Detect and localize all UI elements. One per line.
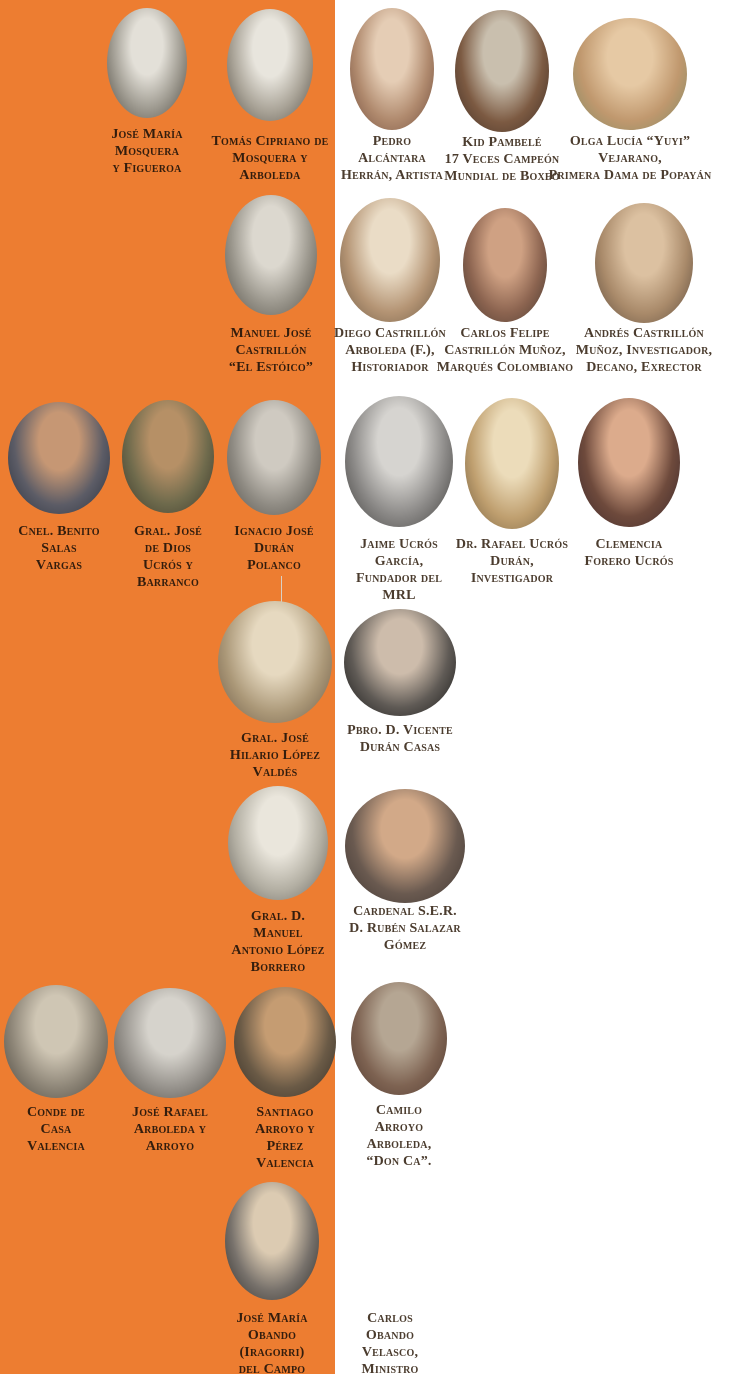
person-rafael-ucros-duran: Dr. Rafael Ucrós Durán, Investigador (437, 398, 587, 587)
portrait-pedro-alcantara-herran (350, 8, 434, 130)
person-jose-maria-mosquera-figueroa: José María Mosquera y Figueroa (82, 8, 212, 177)
portrait-olga-lucia-vejarano (573, 18, 687, 130)
person-camilo-arroyo-arboleda: Camilo Arroyo Arboleda, “Don Ca”. (339, 982, 459, 1170)
person-manuel-antonio-lopez-borrero: Gral. D. Manuel Antonio López Borrero (213, 786, 343, 976)
portrait-kid-pambele (455, 10, 549, 132)
person-santiago-arroyo-perez-valencia: Santiago Arroyo y Pérez Valencia (230, 987, 340, 1172)
person-olga-lucia-vejarano: Olga Lucía “Yuyi” Vejarano, Primera Dama… (528, 18, 732, 184)
person-diego-castrillon-arboleda: Diego Castrillón Arboleda (F.), Historia… (315, 198, 465, 376)
person-caption: Clemencia Forero Ucrós (584, 537, 674, 569)
portrait-clemencia-forero-ucros (578, 398, 680, 527)
person-conde-de-casa-valencia: Conde de Casa Valencia (0, 985, 112, 1155)
person-benito-salas-vargas: Cnel. Benito Salas Vargas (0, 402, 118, 574)
portrait-jose-rafael-arboleda-arroyo (114, 988, 226, 1098)
person-caption: Manuel José Castrillón “El Estóico” (228, 326, 314, 375)
person-clemencia-forero-ucros: Clemencia Forero Ucrós (559, 398, 699, 570)
portrait-jose-maria-obando-iragorri (225, 1182, 319, 1300)
portrait-carlos-felipe-castrillon-munoz (463, 208, 547, 322)
person-manuel-jose-castrillon: Manuel José Castrillón “El Estóico” (206, 195, 336, 376)
portrait-manuel-jose-castrillon (225, 195, 317, 315)
portrait-vicente-duran-casas (344, 609, 456, 716)
person-carlos-obando-velasco: Carlos Obando Velasco, Ministro (335, 1310, 445, 1378)
portrait-jose-hilario-lopez-valdes (218, 601, 332, 723)
portrait-ruben-salazar-gomez (345, 789, 465, 903)
person-caption: Diego Castrillón Arboleda (F.), Historia… (334, 326, 446, 375)
person-caption: Cnel. Benito Salas Vargas (18, 524, 100, 573)
person-carlos-felipe-castrillon-munoz: Carlos Felipe Castrillón Muñoz, Marqués … (420, 208, 590, 376)
person-caption: Camilo Arroyo Arboleda, “Don Ca”. (366, 1103, 432, 1169)
portrait-ignacio-jose-duran-polanco (227, 400, 321, 515)
portrait-conde-de-casa-valencia (4, 985, 108, 1098)
person-caption: José María Obando (Iragorri) del Campo (236, 1311, 308, 1377)
person-caption: Pedro Alcántara Herrán, Artista (341, 134, 443, 183)
portrait-tomas-cipriano-mosquera-arboleda (227, 9, 313, 121)
person-caption: José Rafael Arboleda y Arroyo (132, 1105, 208, 1154)
portrait-andres-castrillon-munoz (595, 203, 693, 323)
person-caption: Andrés Castrillón Muñoz, Investigador, D… (575, 326, 713, 375)
person-caption: Olga Lucía “Yuyi” Vejarano, Primera Dama… (548, 134, 712, 183)
person-caption: Santiago Arroyo y Pérez Valencia (255, 1105, 315, 1171)
person-caption: Gral. D. Manuel Antonio López Borrero (231, 909, 325, 975)
person-caption: Ignacio José Durán Polanco (234, 524, 314, 573)
person-caption: Tomás Cipriano de Mosquera y Arboleda (211, 134, 329, 183)
portrait-jose-maria-mosquera-figueroa (107, 8, 187, 118)
person-jose-de-dios-ucros-barranco: Gral. José de Dios Ucrós y Barranco (113, 400, 223, 591)
person-vicente-duran-casas: Pbro. D. Vicente Durán Casas (325, 609, 475, 756)
portrait-benito-salas-vargas (8, 402, 110, 514)
person-jose-maria-obando-iragorri: José María Obando (Iragorri) del Campo (212, 1182, 332, 1378)
portrait-jaime-ucros-garcia (345, 396, 453, 527)
person-caption: Conde de Casa Valencia (27, 1105, 85, 1154)
person-caption: José María Mosquera y Figueroa (111, 127, 183, 176)
person-caption: Jaime Ucrós García, Fundador del MRL (355, 537, 443, 603)
portrait-jose-de-dios-ucros-barranco (122, 400, 214, 513)
lineage-connector-line (281, 576, 282, 605)
person-jose-hilario-lopez-valdes: Gral. José Hilario López Valdés (205, 601, 345, 781)
person-caption: Carlos Obando Velasco, Ministro (361, 1311, 419, 1377)
person-jaime-ucros-garcia: Jaime Ucrós García, Fundador del MRL (334, 396, 464, 604)
person-andres-castrillon-munoz: Andrés Castrillón Muñoz, Investigador, D… (555, 203, 733, 376)
person-tomas-cipriano-mosquera-arboleda: Tomás Cipriano de Mosquera y Arboleda (195, 9, 345, 184)
person-caption: Kid Pambelé 17 Veces Campeón Mundial de … (444, 135, 560, 184)
person-jose-rafael-arboleda-arroyo: José Rafael Arboleda y Arroyo (110, 988, 230, 1155)
portrait-santiago-arroyo-perez-valencia (234, 987, 336, 1097)
person-caption: Gral. José de Dios Ucrós y Barranco (133, 524, 202, 590)
person-ignacio-jose-duran-polanco: Ignacio José Durán Polanco (214, 400, 334, 574)
person-kid-pambele: Kid Pambelé 17 Veces Campeón Mundial de … (417, 10, 587, 185)
person-caption: Carlos Felipe Castrillón Muñoz, Marqués … (436, 326, 574, 375)
portrait-camilo-arroyo-arboleda (351, 982, 447, 1095)
person-caption: Dr. Rafael Ucrós Durán, Investigador (455, 537, 569, 586)
portrait-diego-castrillon-arboleda (340, 198, 440, 322)
person-pedro-alcantara-herran: Pedro Alcántara Herrán, Artista (322, 8, 462, 184)
person-caption: Gral. José Hilario López Valdés (229, 731, 321, 780)
portrait-manuel-antonio-lopez-borrero (228, 786, 328, 900)
person-caption: Cardenal S.E.R. D. Rubén Salazar Gómez (349, 904, 461, 953)
person-caption: Pbro. D. Vicente Durán Casas (347, 723, 453, 755)
person-ruben-salazar-gomez: Cardenal S.E.R. D. Rubén Salazar Gómez (325, 789, 485, 954)
portrait-rafael-ucros-duran (465, 398, 559, 529)
